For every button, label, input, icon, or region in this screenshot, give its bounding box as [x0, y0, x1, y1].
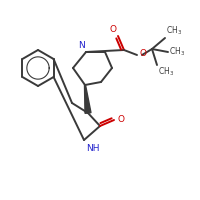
Text: CH$_3$: CH$_3$ [158, 66, 174, 78]
Text: NH: NH [86, 144, 100, 153]
Text: N: N [78, 41, 85, 50]
Polygon shape [85, 85, 91, 113]
Text: CH$_3$: CH$_3$ [166, 24, 182, 37]
Text: O: O [109, 25, 116, 34]
Text: O: O [139, 49, 146, 58]
Text: O: O [117, 116, 124, 124]
Text: CH$_3$: CH$_3$ [169, 46, 185, 58]
